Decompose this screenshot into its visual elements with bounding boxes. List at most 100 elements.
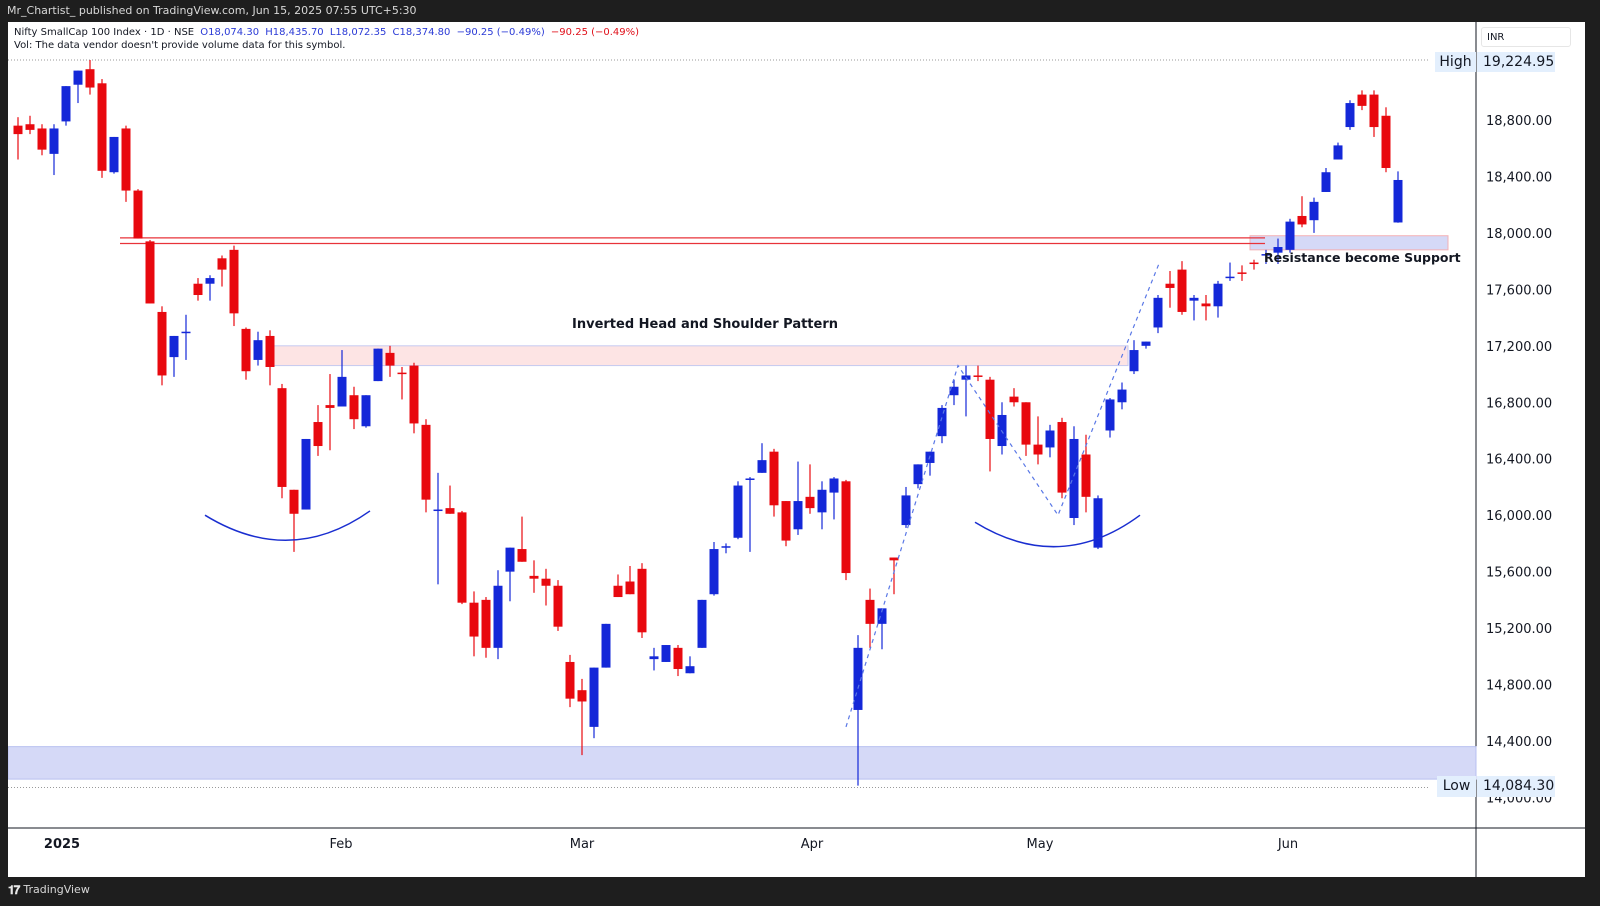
- price-tick: 14,800.00: [1486, 679, 1552, 694]
- candle: [1309, 197, 1319, 233]
- candle: [637, 563, 647, 638]
- candle: [157, 306, 167, 386]
- candle: [1225, 262, 1235, 281]
- candle: [577, 678, 587, 756]
- price-axis[interactable]: 18,800.00 18,400.00 18,000.00 17,600.00 17,2…: [1486, 114, 1552, 806]
- candle: [1369, 90, 1379, 137]
- support-zone[interactable]: [8, 746, 1477, 780]
- candle: [757, 443, 767, 473]
- candle: [625, 565, 635, 595]
- candle: [1081, 434, 1091, 513]
- candle: [193, 278, 203, 301]
- price-tick: 16,400.00: [1486, 453, 1552, 468]
- time-tick: Apr: [801, 837, 824, 852]
- candle: [1165, 271, 1175, 308]
- candle: [1033, 416, 1043, 465]
- candle: [769, 448, 779, 517]
- high-marker-value: 19,224.95: [1477, 52, 1555, 72]
- open-value: O18,074.30: [200, 27, 260, 38]
- low-marker-value: 14,084.30: [1477, 776, 1555, 797]
- candle: [889, 557, 899, 595]
- candle: [721, 543, 731, 554]
- candles-group: [13, 60, 1403, 786]
- candle: [985, 376, 995, 472]
- candle: [1153, 295, 1163, 334]
- price-tick: 17,600.00: [1486, 283, 1552, 298]
- candle: [1117, 382, 1127, 410]
- low-value: L18,072.35: [329, 27, 387, 38]
- support-annotation[interactable]: Resistance become Support: [1264, 250, 1461, 265]
- candle: [937, 405, 947, 444]
- candle: [289, 489, 299, 552]
- right-shoulder-arc[interactable]: [974, 514, 1141, 548]
- time-axis[interactable]: 2025 Feb Mar Apr May Jun: [44, 837, 1298, 852]
- candle: [541, 568, 551, 606]
- candle: [841, 479, 851, 581]
- candle: [169, 335, 179, 377]
- candle: [1189, 295, 1199, 321]
- candle: [205, 275, 215, 301]
- candle: [481, 597, 491, 658]
- candle: [805, 464, 815, 514]
- price-tick: 18,400.00: [1486, 170, 1552, 185]
- candle: [145, 239, 155, 304]
- pattern-annotation[interactable]: Inverted Head and Shoulder Pattern: [572, 317, 838, 332]
- candle: [181, 314, 191, 360]
- left-shoulder-arc[interactable]: [204, 510, 371, 541]
- candle: [709, 541, 719, 596]
- candle: [865, 588, 875, 648]
- candlestick-chart[interactable]: 18,800.00 18,400.00 18,000.00 17,600.00 17,2…: [8, 22, 1585, 877]
- candle: [1093, 495, 1103, 550]
- candle: [745, 477, 755, 552]
- currency-label[interactable]: INR: [1481, 27, 1571, 47]
- candle: [1141, 341, 1151, 349]
- footer-brand: TradingView: [23, 883, 90, 896]
- candle: [997, 402, 1007, 455]
- candle: [1381, 107, 1391, 173]
- price-tick: 15,200.00: [1486, 622, 1552, 637]
- price-tick: 16,000.00: [1486, 509, 1552, 524]
- candle: [613, 574, 623, 598]
- candle: [1129, 340, 1139, 375]
- trend-dashed-line[interactable]: [845, 260, 1161, 728]
- candle: [217, 255, 227, 287]
- time-tick: 2025: [44, 837, 80, 852]
- candle: [325, 374, 335, 451]
- candle: [1261, 249, 1271, 264]
- symbol-label[interactable]: Nifty SmallCap 100 Index · 1D · NSE: [14, 27, 195, 38]
- price-tick: 18,000.00: [1486, 227, 1552, 242]
- tradingview-logo-icon: 𝟏𝟕: [8, 883, 20, 897]
- chart-area[interactable]: Nifty SmallCap 100 Index · 1D · NSE O18,…: [8, 22, 1585, 877]
- candle: [685, 656, 695, 674]
- neckline-zone[interactable]: [269, 345, 1129, 367]
- candle: [973, 365, 983, 382]
- candle: [25, 115, 35, 135]
- low-marker-label: Low: [1437, 776, 1476, 797]
- candle: [1393, 171, 1403, 223]
- change-value: −90.25 (−0.49%): [456, 27, 545, 38]
- candle: [433, 472, 443, 585]
- close-value: C18,374.80: [392, 27, 451, 38]
- time-tick: May: [1027, 837, 1054, 852]
- time-tick: Mar: [570, 837, 595, 852]
- publish-info: Mr_Chartist_ published on TradingView.co…: [7, 4, 417, 17]
- footer: 𝟏𝟕 TradingView: [8, 879, 90, 901]
- candle: [1285, 218, 1295, 253]
- price-tick: 18,800.00: [1486, 114, 1552, 129]
- candle: [229, 245, 239, 327]
- candle: [373, 348, 383, 382]
- candle: [901, 486, 911, 528]
- candle: [877, 608, 887, 650]
- candle: [313, 405, 323, 456]
- candle: [385, 345, 395, 377]
- candle: [949, 379, 959, 406]
- candle: [925, 451, 935, 476]
- candle: [673, 645, 683, 677]
- candle: [409, 362, 419, 434]
- candle: [49, 124, 59, 176]
- candle: [445, 485, 455, 514]
- candle: [121, 125, 131, 202]
- candle: [73, 70, 83, 104]
- retest-zone[interactable]: [1249, 235, 1449, 251]
- candle: [661, 645, 671, 662]
